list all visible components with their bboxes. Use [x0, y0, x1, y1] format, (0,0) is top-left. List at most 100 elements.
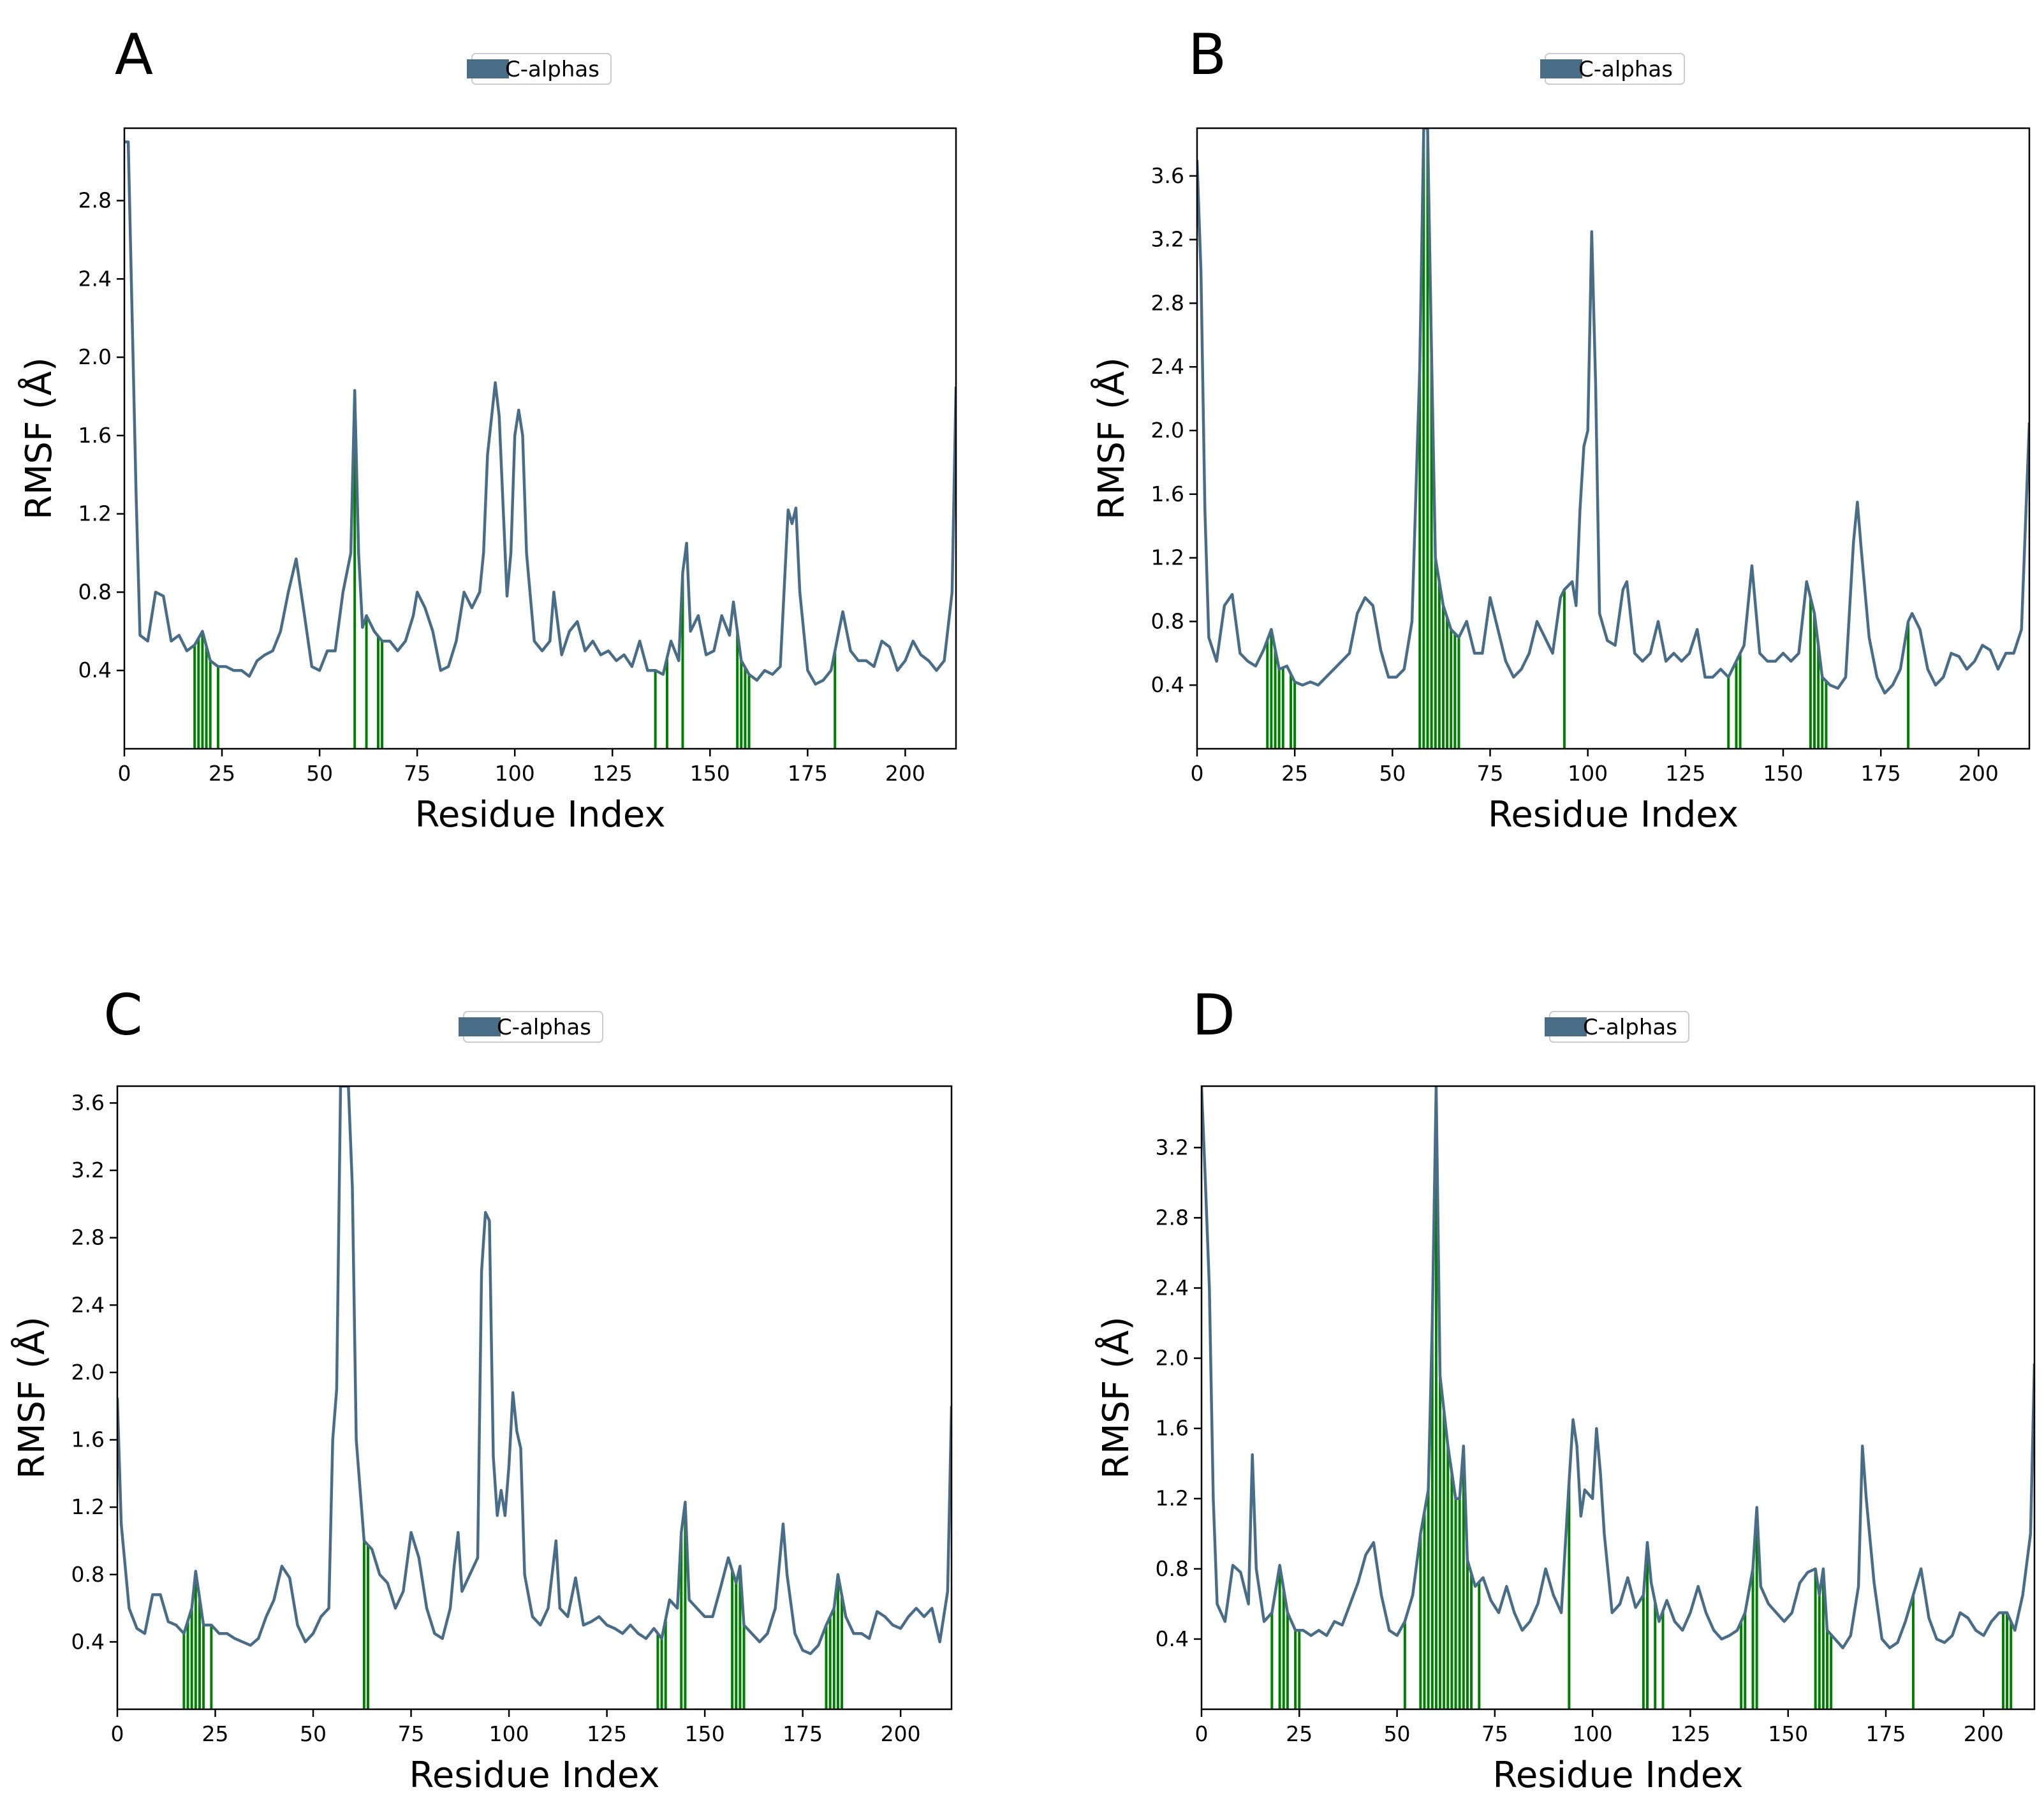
y-tick-label: 2.0	[1156, 1346, 1189, 1371]
y-axis-label: RMSF (Å)	[1095, 1316, 1137, 1479]
x-tick-label: 100	[1568, 761, 1608, 786]
legend-label: C-alphas	[505, 57, 599, 82]
y-tick-label: 1.2	[78, 501, 112, 526]
y-tick-label: 3.2	[1156, 1135, 1189, 1159]
legend-label: C-alphas	[1583, 1015, 1677, 1040]
x-tick-label: 75	[398, 1721, 425, 1746]
rmsf-series-line	[1197, 128, 2029, 695]
x-tick-label: 100	[1573, 1721, 1613, 1746]
x-tick-label: 75	[1477, 761, 1504, 786]
x-tick-label: 175	[1866, 1721, 1906, 1746]
x-tick-label: 100	[495, 761, 535, 786]
legend-swatch	[459, 1017, 501, 1036]
x-tick-label: 175	[1861, 761, 1901, 786]
legend-swatch	[1540, 59, 1582, 78]
y-tick-label: 2.8	[1156, 1205, 1189, 1230]
x-tick-label: 200	[1959, 761, 1999, 786]
x-tick-label: 25	[1286, 1721, 1312, 1746]
plot-frame	[1200, 1085, 2036, 1711]
y-tick-label: 1.2	[1151, 545, 1184, 570]
y-tick-label: 0.8	[78, 579, 112, 604]
y-tick-label: 2.4	[78, 266, 112, 291]
y-axis-label: RMSF (Å)	[1091, 357, 1133, 520]
x-axis-label: Residue Index	[1492, 1755, 1743, 1796]
panel-letter: A	[115, 22, 153, 87]
x-tick-label: 150	[690, 761, 730, 786]
rmsf-series-line	[1202, 1086, 2034, 1649]
x-tick-label: 0	[111, 1721, 124, 1746]
rmsf-series-line	[117, 1086, 952, 1656]
y-tick-label: 1.2	[71, 1494, 105, 1519]
y-tick-label: 0.4	[78, 658, 112, 682]
y-tick-label: 3.6	[71, 1090, 105, 1115]
y-tick-label: 2.0	[1151, 418, 1184, 443]
legend: C-alphas	[459, 1011, 603, 1043]
y-tick-label: 1.6	[1156, 1416, 1189, 1441]
plot-frame	[123, 127, 957, 750]
panel-c: C 0 25 50 75 100 125 150 175 200 0.4 0.8 1.2 1.6 2.0 2.…	[11, 982, 953, 1796]
contact-bars	[1266, 128, 1910, 749]
y-tick-label: 1.6	[71, 1427, 105, 1452]
x-tick-label: 175	[788, 761, 828, 786]
y-tick-label: 3.6	[1151, 163, 1184, 188]
legend-label: C-alphas	[497, 1015, 591, 1040]
legend: C-alphas	[467, 53, 612, 85]
x-tick-label: 50	[1379, 761, 1406, 786]
x-axis-label: Residue Index	[409, 1755, 659, 1796]
y-tick-label: 1.2	[1156, 1486, 1189, 1511]
x-tick-label: 175	[783, 1721, 823, 1746]
x-axis-label: Residue Index	[1488, 794, 1739, 835]
y-tick-label: 2.4	[1151, 354, 1184, 379]
y-axis-label: RMSF (Å)	[18, 357, 60, 520]
panel-letter: C	[103, 982, 142, 1048]
y-tick-label: 0.8	[1156, 1556, 1189, 1581]
contact-bars	[1270, 1086, 2013, 1709]
legend-swatch	[467, 59, 509, 78]
y-tick-label: 2.8	[78, 188, 112, 213]
y-tick-label: 2.0	[78, 344, 112, 369]
x-tick-label: 150	[1768, 1721, 1808, 1746]
x-tick-label: 150	[1763, 761, 1804, 786]
y-tick-label: 2.8	[1151, 290, 1184, 315]
panel-a: A 0 25 50 75 100 125 150 175 200 0.4 0.8 1.2 1.6 2.0 2.…	[18, 22, 957, 835]
x-tick-label: 0	[1195, 1721, 1209, 1746]
x-tick-label: 150	[685, 1721, 725, 1746]
y-tick-label: 2.4	[71, 1292, 105, 1317]
x-tick-label: 200	[885, 761, 925, 786]
x-tick-label: 0	[118, 761, 131, 786]
rmsf-series-line	[124, 140, 956, 686]
panel-d: D 0 25 50 75 100 125 150 175 200 0.4 0.8 1.2 1.6 2.0 2.…	[1095, 982, 2036, 1796]
x-tick-label: 100	[489, 1721, 529, 1746]
legend: C-alphas	[1545, 1011, 1689, 1043]
y-tick-label: 0.4	[71, 1629, 105, 1654]
x-tick-label: 125	[1665, 761, 1705, 786]
y-tick-label: 1.6	[1151, 482, 1184, 506]
y-tick-label: 1.6	[78, 423, 112, 448]
y-axis-label: RMSF (Å)	[11, 1316, 53, 1479]
panel-b: B 0 25 50 75 100 125 150 175 200 0.4 0.8 1.2 1.6 2.0 2.…	[1091, 22, 2031, 835]
x-tick-label: 25	[202, 1721, 229, 1746]
x-tick-label: 75	[404, 761, 430, 786]
plot-frame	[116, 1085, 953, 1711]
x-tick-label: 25	[1281, 761, 1308, 786]
y-tick-label: 0.8	[71, 1562, 105, 1587]
y-tick-label: 3.2	[71, 1158, 105, 1182]
y-tick-label: 2.4	[1156, 1275, 1189, 1300]
plot-frame	[1196, 127, 2031, 750]
x-tick-label: 200	[881, 1721, 921, 1746]
x-tick-label: 25	[209, 761, 235, 786]
y-tick-label: 2.0	[71, 1360, 105, 1385]
x-tick-label: 50	[306, 761, 333, 786]
x-axis-label: Residue Index	[415, 794, 665, 835]
x-tick-label: 0	[1191, 761, 1204, 786]
contact-bars	[182, 1502, 844, 1709]
legend-label: C-alphas	[1578, 57, 1673, 82]
legend: C-alphas	[1540, 53, 1685, 85]
x-tick-label: 50	[300, 1721, 327, 1746]
y-tick-label: 2.8	[71, 1225, 105, 1250]
x-tick-label: 50	[1384, 1721, 1411, 1746]
legend-swatch	[1545, 1017, 1587, 1036]
panel-letter: B	[1188, 22, 1226, 87]
x-tick-label: 125	[1670, 1721, 1710, 1746]
